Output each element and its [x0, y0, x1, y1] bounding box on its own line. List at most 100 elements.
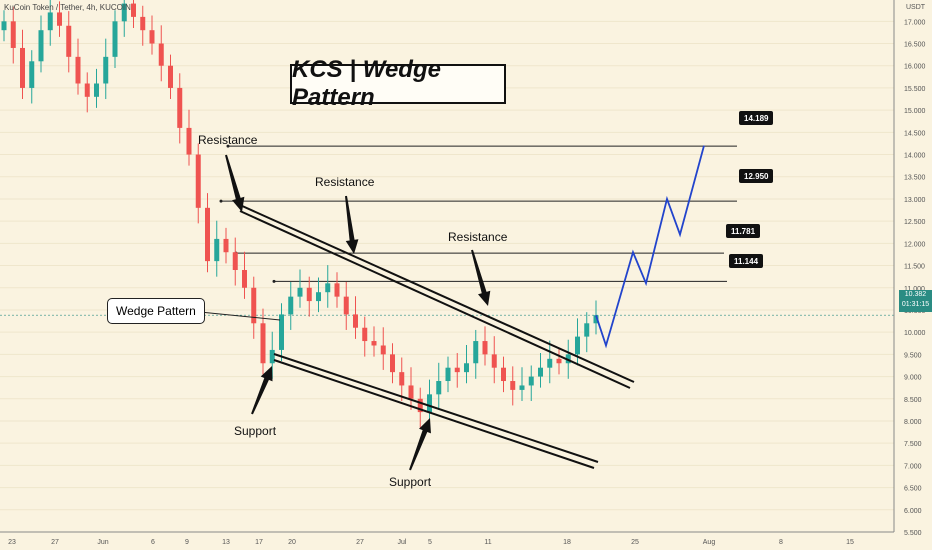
chart-title: KCS | Wedge Pattern — [290, 56, 506, 111]
candle-body — [158, 43, 164, 66]
resistance-label-1: Resistance — [198, 133, 258, 147]
candle-body — [10, 21, 16, 48]
y-tick-label: 9.000 — [904, 375, 922, 382]
candle-body — [501, 367, 506, 382]
candle-body — [510, 381, 516, 390]
candle-body — [556, 358, 562, 364]
candle-body — [94, 83, 99, 97]
y-tick-label: 11.000 — [904, 286, 925, 293]
candle-body — [390, 354, 395, 373]
candle-body — [223, 238, 229, 253]
candle-body — [121, 3, 127, 22]
price-level-anchor — [226, 144, 230, 148]
y-tick-label: 7.000 — [904, 463, 922, 470]
x-tick-label: 25 — [631, 539, 639, 546]
level-tag-11144: 11.144 — [729, 254, 764, 268]
candle-body — [528, 376, 534, 386]
candle-body — [575, 336, 580, 355]
candle-body — [399, 372, 405, 386]
candle-body — [417, 398, 423, 413]
candle-body — [584, 323, 590, 337]
y-tick-label: 10.000 — [904, 330, 926, 337]
candle-body — [47, 12, 53, 31]
candle-body — [408, 385, 414, 399]
wedge-trendline — [273, 353, 599, 463]
quote-unit-label: USDT — [906, 4, 926, 11]
wedge-trendline — [239, 210, 631, 389]
current-price-value: 10.382 — [904, 291, 927, 298]
y-tick-label: 15.000 — [904, 108, 926, 115]
x-tick-label: 6 — [151, 539, 155, 546]
candle-body — [565, 354, 571, 364]
countdown-value: 01:31:15 — [901, 301, 930, 308]
candle-body — [353, 314, 358, 328]
annotation-arrow — [251, 366, 273, 415]
y-tick-label: 6.500 — [904, 486, 922, 493]
level-tag-14189: 14.189 — [739, 111, 774, 125]
projection-line — [595, 145, 705, 349]
support-label-2: Support — [389, 475, 432, 489]
y-tick-label: 12.000 — [904, 241, 926, 248]
candle-body — [316, 292, 321, 302]
candle-body — [205, 207, 210, 262]
x-tick-label: 13 — [222, 539, 230, 546]
current-price-badge: 10.382 01:31:15 — [899, 290, 932, 312]
y-tick-label: 8.500 — [904, 397, 922, 404]
level-tag-12950: 12.950 — [739, 169, 774, 183]
candle-body — [214, 238, 220, 262]
candle-body — [427, 394, 432, 413]
candle-body — [279, 314, 284, 350]
candle-body — [75, 56, 81, 84]
candle-body — [149, 30, 155, 44]
y-tick-label: 8.000 — [904, 419, 922, 426]
x-tick-label: 20 — [288, 539, 296, 546]
x-tick-label: 5 — [428, 539, 432, 546]
candle-body — [29, 61, 35, 88]
resistance-label-2: Resistance — [315, 175, 375, 189]
y-tick-label: 6.000 — [904, 508, 922, 515]
candle-body — [380, 345, 386, 355]
candle-body — [297, 287, 303, 297]
candle-body — [140, 16, 146, 31]
candle-body — [269, 349, 275, 364]
candle-body — [131, 3, 136, 17]
x-tick-label: Jun — [97, 539, 108, 546]
y-tick-label: 14.500 — [904, 130, 926, 137]
annotation-arrow — [409, 418, 431, 471]
x-tick-label: Jul — [398, 539, 407, 546]
candle-body — [1, 21, 7, 31]
support-label-1: Support — [234, 424, 277, 438]
candle-body — [491, 354, 497, 368]
candle-body — [371, 341, 377, 346]
candle-body — [454, 367, 460, 373]
candle-body — [251, 287, 257, 324]
x-tick-label: 17 — [255, 539, 263, 546]
candle-body — [306, 287, 312, 302]
y-tick-label: 5.500 — [904, 530, 922, 537]
y-tick-label: 16.500 — [904, 42, 926, 49]
y-tick-label: 7.500 — [904, 441, 922, 448]
wedge-pattern-label: Wedge Pattern — [107, 298, 205, 324]
wedge-trendline — [239, 204, 635, 383]
candle-body — [362, 327, 368, 342]
annotation-arrow — [471, 249, 491, 306]
candle-body — [38, 30, 44, 62]
y-tick-label: 17.000 — [904, 19, 926, 26]
x-tick-label: 8 — [779, 539, 783, 546]
candle-body — [445, 367, 451, 382]
projection-path — [595, 145, 705, 349]
y-tick-label: 16.000 — [904, 64, 926, 71]
resistance-label-3: Resistance — [448, 230, 508, 244]
annotation-arrow — [225, 154, 245, 212]
candle-body — [593, 315, 599, 324]
candle-body — [232, 252, 238, 270]
candle-body — [112, 21, 118, 57]
candle-body — [334, 283, 340, 297]
candle-body — [436, 381, 442, 395]
level-tag-11781: 11.781 — [726, 224, 761, 238]
y-tick-label: 15.500 — [904, 86, 926, 93]
candle-body — [519, 385, 525, 390]
annotation-arrows — [225, 154, 491, 471]
